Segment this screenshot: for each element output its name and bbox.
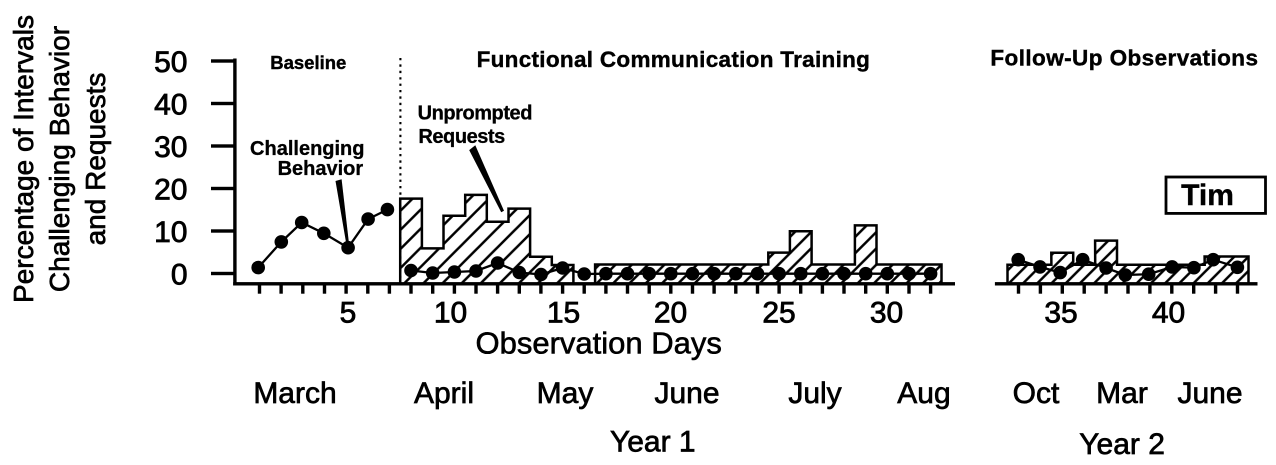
svg-text:Percentage of Intervals: Percentage of Intervals bbox=[8, 15, 39, 303]
svg-text:June: June bbox=[1177, 377, 1242, 410]
svg-text:5: 5 bbox=[340, 297, 357, 330]
svg-text:March: March bbox=[253, 377, 336, 410]
svg-text:Functional Communication Train: Functional Communication Training bbox=[477, 47, 871, 72]
svg-text:July: July bbox=[788, 377, 841, 410]
svg-text:Oct: Oct bbox=[1013, 377, 1060, 410]
svg-text:20: 20 bbox=[154, 174, 187, 207]
svg-text:25: 25 bbox=[762, 297, 795, 330]
svg-text:Mar: Mar bbox=[1096, 377, 1148, 410]
svg-text:Year 1: Year 1 bbox=[610, 426, 696, 459]
svg-text:Follow-Up Observations: Follow-Up Observations bbox=[990, 46, 1258, 71]
svg-text:0: 0 bbox=[171, 259, 188, 292]
svg-text:15: 15 bbox=[547, 297, 580, 330]
svg-text:June: June bbox=[654, 377, 719, 410]
svg-text:Observation Days: Observation Days bbox=[476, 326, 722, 361]
svg-text:Aug: Aug bbox=[897, 377, 950, 410]
svg-text:and Requests: and Requests bbox=[80, 73, 111, 246]
svg-text:10: 10 bbox=[154, 216, 187, 249]
svg-text:Year 2: Year 2 bbox=[1079, 428, 1165, 461]
svg-text:Challenging: Challenging bbox=[250, 138, 364, 160]
svg-text:May: May bbox=[537, 377, 594, 410]
svg-text:Behavior: Behavior bbox=[278, 158, 364, 180]
svg-text:Requests: Requests bbox=[418, 126, 505, 148]
svg-text:Unprompted: Unprompted bbox=[418, 103, 532, 125]
svg-text:20: 20 bbox=[654, 297, 687, 330]
svg-text:April: April bbox=[414, 377, 474, 410]
svg-text:50: 50 bbox=[154, 46, 187, 79]
svg-text:10: 10 bbox=[434, 297, 467, 330]
svg-text:30: 30 bbox=[154, 131, 187, 164]
svg-text:Challenging Behavior: Challenging Behavior bbox=[44, 26, 75, 292]
svg-text:30: 30 bbox=[870, 297, 903, 330]
svg-text:40: 40 bbox=[154, 89, 187, 122]
svg-text:Baseline: Baseline bbox=[270, 52, 346, 73]
svg-text:40: 40 bbox=[1152, 297, 1185, 330]
svg-text:35: 35 bbox=[1044, 297, 1077, 330]
svg-text:Tim: Tim bbox=[1181, 179, 1234, 212]
